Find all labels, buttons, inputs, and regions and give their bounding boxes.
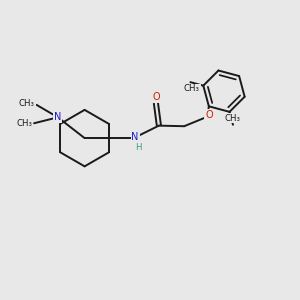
Text: N: N — [131, 132, 139, 142]
Text: CH₃: CH₃ — [19, 99, 35, 108]
Text: N: N — [54, 112, 61, 122]
Text: CH₃: CH₃ — [225, 114, 241, 123]
Text: O: O — [152, 92, 160, 102]
Text: CH₃: CH₃ — [184, 84, 200, 93]
Text: CH₃: CH₃ — [16, 119, 33, 128]
Text: H: H — [135, 142, 141, 152]
Text: O: O — [205, 110, 213, 120]
